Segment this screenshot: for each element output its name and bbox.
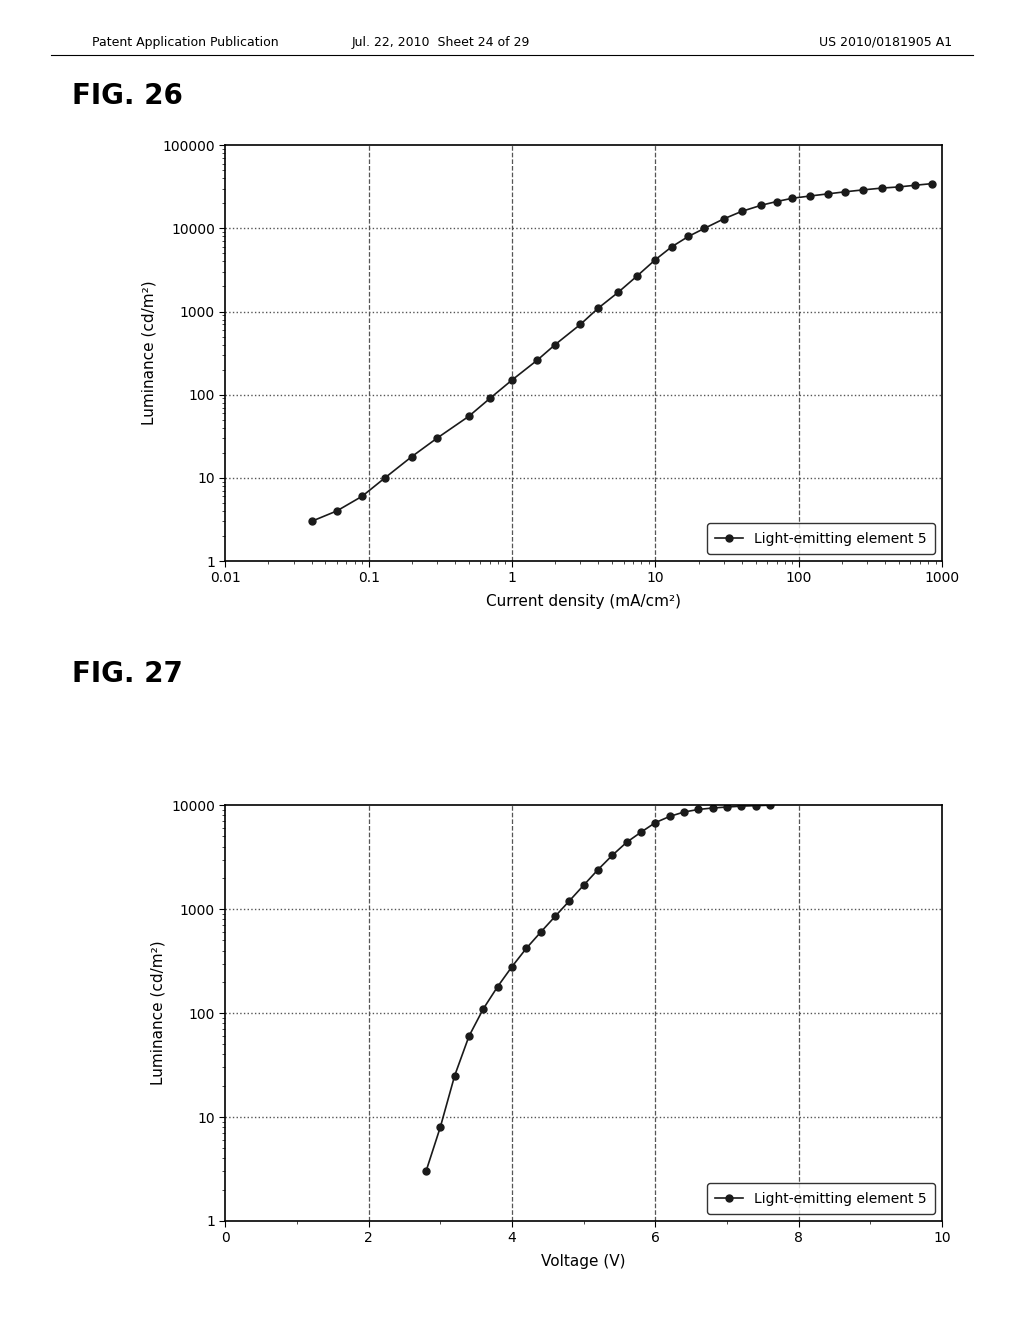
- Light-emitting element 5: [857, 182, 869, 198]
- Light-emitting element 5: [535, 924, 547, 940]
- Light-emitting element 5: [477, 1001, 489, 1016]
- Light-emitting element 5: [520, 940, 532, 956]
- Light-emitting element 5: [649, 814, 662, 830]
- Legend: Light-emitting element 5: Light-emitting element 5: [707, 1184, 935, 1214]
- Light-emitting element 5: [664, 808, 676, 824]
- Light-emitting element 5: [431, 430, 443, 446]
- Light-emitting element 5: [606, 847, 618, 863]
- Light-emitting element 5: [770, 194, 782, 210]
- Light-emitting element 5: [420, 1163, 432, 1179]
- Line: Light-emitting element 5: Light-emitting element 5: [308, 180, 936, 525]
- Light-emitting element 5: [876, 180, 888, 195]
- Light-emitting element 5: [666, 239, 678, 255]
- Light-emitting element 5: [756, 197, 768, 213]
- X-axis label: Voltage (V): Voltage (V): [542, 1254, 626, 1269]
- Light-emitting element 5: [549, 908, 561, 924]
- Light-emitting element 5: [592, 862, 604, 878]
- Legend: Light-emitting element 5: Light-emitting element 5: [707, 524, 935, 554]
- Light-emitting element 5: [434, 1119, 446, 1135]
- Light-emitting element 5: [718, 211, 730, 227]
- Light-emitting element 5: [839, 183, 851, 199]
- Light-emitting element 5: [735, 799, 748, 814]
- Light-emitting element 5: [909, 177, 922, 193]
- Light-emitting element 5: [926, 176, 938, 191]
- Light-emitting element 5: [592, 300, 604, 315]
- Light-emitting element 5: [721, 799, 733, 814]
- Text: US 2010/0181905 A1: US 2010/0181905 A1: [819, 36, 952, 49]
- Y-axis label: Luminance (cd/m²): Luminance (cd/m²): [151, 941, 166, 1085]
- Light-emitting element 5: [406, 449, 418, 465]
- Text: Patent Application Publication: Patent Application Publication: [92, 36, 279, 49]
- Light-emitting element 5: [822, 186, 835, 202]
- Light-emitting element 5: [578, 878, 590, 894]
- Light-emitting element 5: [449, 1068, 461, 1084]
- X-axis label: Current density (mA/cm²): Current density (mA/cm²): [486, 594, 681, 609]
- Light-emitting element 5: [786, 190, 799, 206]
- Light-emitting element 5: [612, 284, 625, 300]
- Y-axis label: Luminance (cd/m²): Luminance (cd/m²): [141, 281, 157, 425]
- Light-emitting element 5: [305, 513, 317, 529]
- Light-emitting element 5: [463, 1028, 475, 1044]
- Light-emitting element 5: [764, 797, 776, 813]
- Light-emitting element 5: [698, 220, 711, 236]
- Light-emitting element 5: [735, 203, 748, 219]
- Text: FIG. 26: FIG. 26: [72, 82, 182, 110]
- Light-emitting element 5: [893, 180, 905, 195]
- Light-emitting element 5: [692, 801, 705, 817]
- Light-emitting element 5: [678, 804, 690, 820]
- Light-emitting element 5: [635, 824, 647, 840]
- Light-emitting element 5: [356, 488, 369, 504]
- Light-emitting element 5: [463, 408, 475, 424]
- Light-emitting element 5: [750, 797, 762, 813]
- Light-emitting element 5: [804, 187, 816, 203]
- Light-emitting element 5: [492, 978, 504, 994]
- Light-emitting element 5: [574, 317, 587, 333]
- Light-emitting element 5: [621, 834, 633, 850]
- Light-emitting element 5: [649, 252, 662, 268]
- Light-emitting element 5: [331, 503, 343, 519]
- Line: Light-emitting element 5: Light-emitting element 5: [423, 801, 773, 1175]
- Light-emitting element 5: [506, 958, 518, 974]
- Light-emitting element 5: [549, 337, 561, 352]
- Light-emitting element 5: [707, 800, 719, 816]
- Light-emitting element 5: [379, 470, 391, 486]
- Light-emitting element 5: [506, 372, 518, 388]
- Light-emitting element 5: [483, 391, 496, 407]
- Light-emitting element 5: [632, 268, 644, 284]
- Light-emitting element 5: [563, 894, 575, 909]
- Text: FIG. 27: FIG. 27: [72, 660, 182, 688]
- Light-emitting element 5: [682, 228, 694, 244]
- Text: Jul. 22, 2010  Sheet 24 of 29: Jul. 22, 2010 Sheet 24 of 29: [351, 36, 529, 49]
- Light-emitting element 5: [531, 352, 544, 368]
